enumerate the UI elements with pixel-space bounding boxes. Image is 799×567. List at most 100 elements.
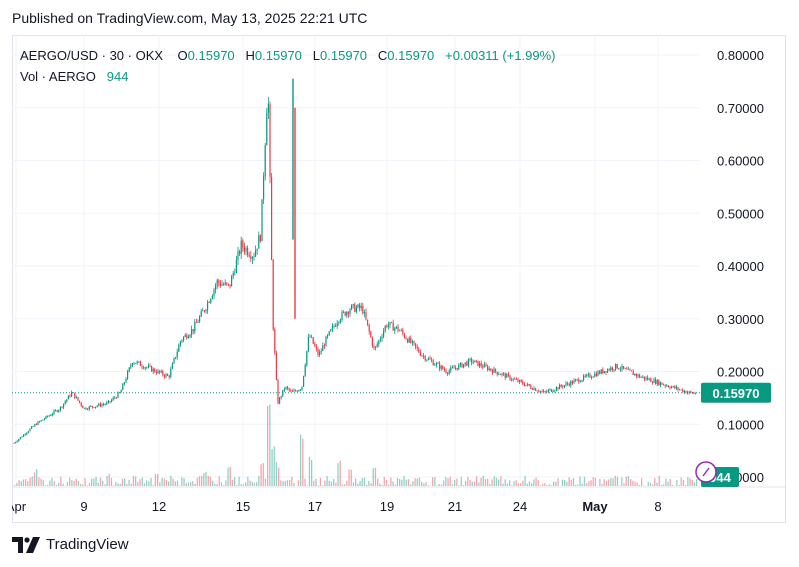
candle-body [355, 307, 357, 312]
volume-bar [201, 475, 203, 486]
volume-bar [638, 484, 641, 486]
candle-body [95, 406, 97, 408]
candle-body [266, 112, 268, 146]
candle-body [347, 312, 349, 314]
volume-bar [372, 468, 374, 486]
candle-body [455, 367, 457, 369]
candle-body [576, 379, 578, 381]
volume-bar [55, 484, 58, 486]
candle-body [18, 439, 20, 442]
candle-body [24, 434, 26, 436]
candle-body [195, 322, 197, 324]
volume-bar [414, 478, 416, 486]
candle-body [637, 374, 639, 377]
volume-bar [440, 484, 443, 486]
volume-bar [396, 478, 399, 486]
candle-body [229, 284, 231, 287]
volume-bar [75, 478, 77, 486]
volume-bar [16, 482, 18, 486]
candle-body [157, 370, 159, 374]
candle-body [331, 326, 333, 330]
volume-bar [251, 481, 253, 486]
volume-bar [282, 481, 284, 486]
candle-body [253, 256, 255, 258]
volume-bar [456, 478, 458, 486]
volume-bar [484, 479, 487, 486]
x-tick-label: 19 [380, 499, 394, 514]
candle-body [597, 371, 599, 376]
candle-body [111, 399, 113, 402]
volume-bar [399, 478, 401, 486]
candle-body [359, 304, 361, 309]
volume-bar [227, 467, 229, 486]
y-tick-label: 0.60000 [717, 154, 764, 169]
candle-body [55, 410, 57, 412]
candle-body [658, 380, 660, 386]
candle-body [410, 337, 412, 343]
candle-body [210, 298, 212, 303]
volume-bar [489, 484, 491, 486]
volume-bar [579, 476, 581, 486]
candle-body [483, 364, 485, 368]
volume-bar [366, 484, 368, 486]
volume-bar [22, 479, 25, 486]
volume-bar [20, 481, 22, 486]
volume-bar [326, 475, 328, 486]
tradingview-branding[interactable]: TradingView [12, 536, 129, 553]
volume-bar [174, 481, 176, 486]
x-tick-label: 24 [513, 499, 527, 514]
candle-body [690, 391, 692, 393]
candle-body [293, 390, 295, 392]
volume-bar [443, 480, 445, 486]
candle-body [136, 361, 138, 364]
volume-bar [247, 476, 249, 486]
candle-body [171, 363, 173, 370]
candle-body [536, 390, 538, 392]
candle-body [152, 368, 154, 372]
candle-body [271, 176, 273, 261]
volume-bar [623, 483, 625, 486]
candle-body [127, 371, 129, 380]
candle-body [79, 400, 81, 403]
volume-bar [319, 477, 322, 486]
volume-bar [185, 483, 187, 486]
volume-bar [168, 481, 170, 486]
volume-bar [691, 479, 693, 486]
candle-body [224, 282, 226, 285]
candle-body [386, 325, 388, 327]
candle-body [666, 385, 668, 387]
volume-bar [482, 475, 484, 486]
candle-body [72, 392, 74, 394]
volume-bar [207, 475, 209, 486]
volume-bar [302, 438, 304, 486]
candle-body [621, 366, 623, 370]
y-tick-label: 0.80000 [717, 48, 764, 63]
candle-body [507, 374, 509, 376]
candle-body [688, 391, 690, 393]
volume-bar [242, 484, 245, 486]
candle-body [663, 384, 665, 386]
volume-bar [632, 480, 634, 486]
x-tick-label: 15 [236, 499, 250, 514]
candle-body [671, 386, 673, 389]
volume-bar [187, 482, 190, 486]
open-label: O [177, 48, 188, 63]
candle-body [461, 363, 463, 368]
candle-body [39, 421, 41, 423]
candle-body [683, 391, 685, 393]
candle-body [543, 391, 545, 392]
candle-body [216, 280, 218, 286]
candle-body [77, 397, 79, 401]
candle-body [391, 322, 393, 324]
volume-bar [696, 479, 698, 486]
candle-body [242, 240, 244, 248]
candle-body [264, 145, 266, 177]
candle-body [200, 311, 202, 317]
volume-bar [480, 477, 482, 486]
price-chart[interactable]: 0.80000 0.70000 0.60000 0.50000 0.40000 0.300… [12, 35, 786, 523]
volume-bar [212, 480, 214, 486]
candle-body [61, 406, 63, 408]
candle-body [395, 326, 397, 328]
candle-body [133, 363, 135, 364]
candle-body [549, 389, 551, 391]
